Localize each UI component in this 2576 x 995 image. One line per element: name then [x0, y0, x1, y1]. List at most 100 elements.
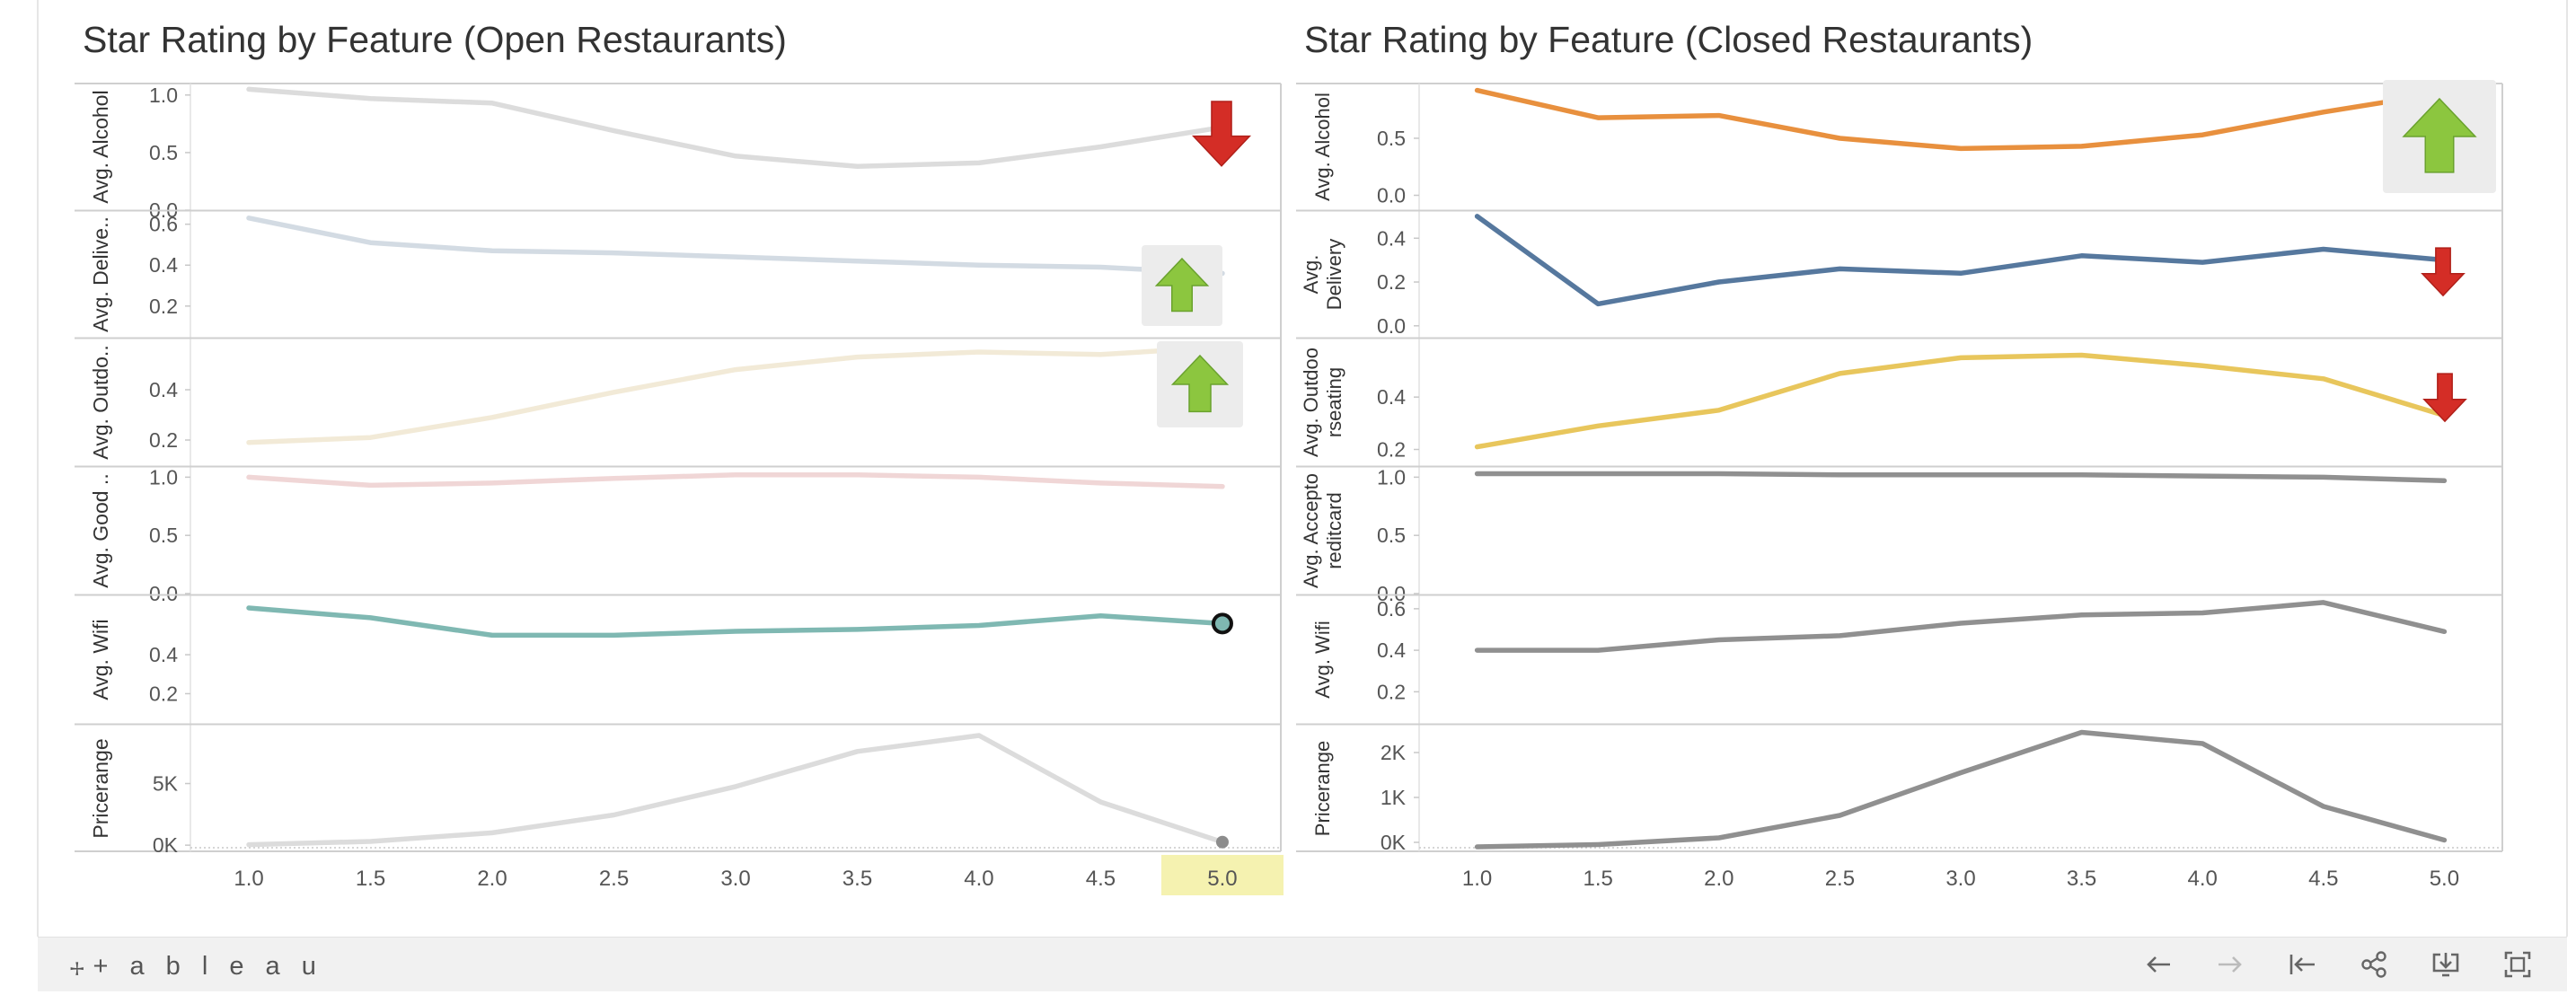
y-tick-label: 0K [153, 833, 179, 857]
y-tick-label: 0K [1381, 831, 1407, 854]
y-axis-label: Avg. Outdo.. [89, 345, 112, 459]
x-tick-label: 2.0 [477, 867, 507, 891]
y-axis-label: Avg. Accepto [1300, 473, 1322, 588]
tableau-mark-icon: ⧾ [70, 950, 84, 982]
download-icon [2432, 953, 2459, 977]
panel: Avg. Delive.. 0.2 0.4 0.6 [75, 209, 1281, 332]
y-axis-label: Avg. Alcohol [89, 90, 112, 203]
down-arrow-icon [2422, 373, 2467, 423]
y-tick-label: 0.0 [1377, 314, 1406, 338]
x-tick-label: 5.0 [2430, 867, 2459, 891]
down-arrow-indicator [2422, 373, 2467, 423]
panel: Avg. Delivery 0.0 0.2 0.4 [1296, 209, 2502, 338]
y-tick-label: 0.4 [1377, 385, 1406, 409]
y-axis-label: Pricerange [89, 738, 112, 838]
y-axis-label: Pricerange [1311, 741, 1334, 836]
redo-icon [2219, 956, 2242, 973]
x-tick-label: 2.0 [1704, 867, 1734, 891]
x-tick-label: 2.5 [1825, 867, 1855, 891]
undo-icon [2147, 956, 2170, 973]
fullscreen-icon [2504, 951, 2531, 978]
down-arrow-icon [2421, 247, 2466, 297]
open-restaurants-chart: Star Rating by Feature (Open Restaurants… [75, 19, 1284, 895]
series-line [246, 605, 1225, 638]
selected-data-point [1215, 835, 1229, 849]
fullscreen-button[interactable] [2493, 945, 2542, 984]
x-tick-label: 2.5 [599, 867, 629, 891]
panel: Avg. Outdoo rseating 0.2 0.4 [1296, 337, 2502, 462]
tableau-logo[interactable]: ⧾ + a b l e a u [70, 950, 323, 983]
y-tick-label: 0.5 [1377, 127, 1406, 150]
down-arrow-icon [1191, 101, 1252, 167]
y-tick-label: 5K [153, 772, 179, 796]
panel: Avg. Good .. 0.0 0.5 1.0 [75, 465, 1281, 605]
panel: Avg. Alcohol 0.0 0.5 [1311, 87, 2448, 207]
share-icon [2361, 951, 2386, 978]
series-line [1474, 214, 2448, 307]
up-arrow-indicator [1157, 341, 1243, 427]
y-axis-label: Avg. Good .. [89, 473, 112, 587]
series-line [1474, 352, 2448, 450]
x-tick-label: 4.5 [2308, 867, 2338, 891]
y-axis-label: reditcard [1323, 492, 1345, 569]
y-tick-label: 0.4 [1377, 226, 1406, 250]
up-arrow-indicator [1142, 245, 1222, 326]
selected-data-point [1211, 612, 1233, 635]
y-tick-label: 0.2 [1377, 270, 1406, 294]
down-arrow-indicator [1191, 101, 1252, 167]
panel: Pricerange 0K 5K [75, 723, 1281, 857]
y-tick-label: 0.5 [149, 141, 178, 164]
y-tick-label: 0.4 [1377, 638, 1406, 662]
y-tick-label: 0.6 [149, 213, 178, 236]
revert-button[interactable] [2278, 945, 2326, 984]
y-tick-label: 0.6 [1377, 597, 1406, 621]
x-tick-label: 3.0 [720, 867, 750, 891]
y-tick-label: 0.2 [1377, 438, 1406, 462]
y-tick-label: 0.4 [149, 253, 178, 277]
y-axis-label: Avg. [1300, 255, 1322, 295]
y-tick-label: 1.0 [149, 84, 178, 107]
series-line [246, 472, 1225, 489]
chart-title: Star Rating by Feature (Closed Restauran… [1304, 19, 2033, 60]
highlighted-x-band [1160, 855, 1284, 895]
y-axis-label: Avg. Delive.. [89, 216, 112, 332]
series-line [246, 344, 1225, 445]
revert-icon [2289, 955, 2315, 974]
up-arrow-icon [1154, 257, 1210, 313]
y-axis-label: Avg. Outdoo [1300, 348, 1322, 457]
closed-restaurants-chart: Star Rating by Feature (Closed Restauran… [1296, 19, 2503, 891]
series-line [1474, 729, 2448, 850]
y-tick-label: 2K [1381, 741, 1407, 764]
panel: Avg. Outdo.. 0.2 0.4 [75, 337, 1281, 460]
redo-button[interactable] [2206, 945, 2254, 984]
y-tick-label: 0.0 [149, 582, 178, 605]
series-line [246, 216, 1225, 277]
up-arrow-indicator [2383, 80, 2496, 193]
undo-button[interactable] [2134, 945, 2183, 984]
y-tick-label: 0.5 [149, 524, 178, 547]
y-tick-label: 0.0 [1377, 183, 1406, 207]
y-tick-label: 0.2 [1377, 680, 1406, 703]
download-button[interactable] [2422, 945, 2470, 984]
panel: Avg. Accepto reditcard 0.0 0.5 1.0 [1296, 465, 2502, 605]
x-tick-label: 3.5 [2067, 867, 2096, 891]
down-arrow-indicator [2421, 247, 2466, 297]
share-button[interactable] [2350, 945, 2398, 984]
y-tick-label: 0.2 [149, 295, 178, 318]
tableau-toolbar: ⧾ + a b l e a u [38, 937, 2567, 991]
series-line [1474, 471, 2448, 484]
panel: Pricerange 0K 1K 2K [1296, 723, 2502, 854]
up-arrow-icon [2402, 97, 2477, 173]
y-tick-label: 1K [1381, 786, 1407, 809]
x-tick-label: 4.0 [964, 867, 993, 891]
x-tick-label: 4.5 [1086, 867, 1116, 891]
panel: Avg. Wifi 0.2 0.4 [75, 594, 1281, 705]
y-axis-label: Avg. Wifi [89, 619, 112, 700]
x-tick-label: 1.0 [234, 867, 263, 891]
x-tick-label: 4.0 [2188, 867, 2218, 891]
series-line [246, 733, 1225, 848]
y-tick-label: 0.4 [149, 378, 178, 401]
x-tick-label: 3.0 [1945, 867, 1975, 891]
up-arrow-icon [1170, 354, 1230, 413]
